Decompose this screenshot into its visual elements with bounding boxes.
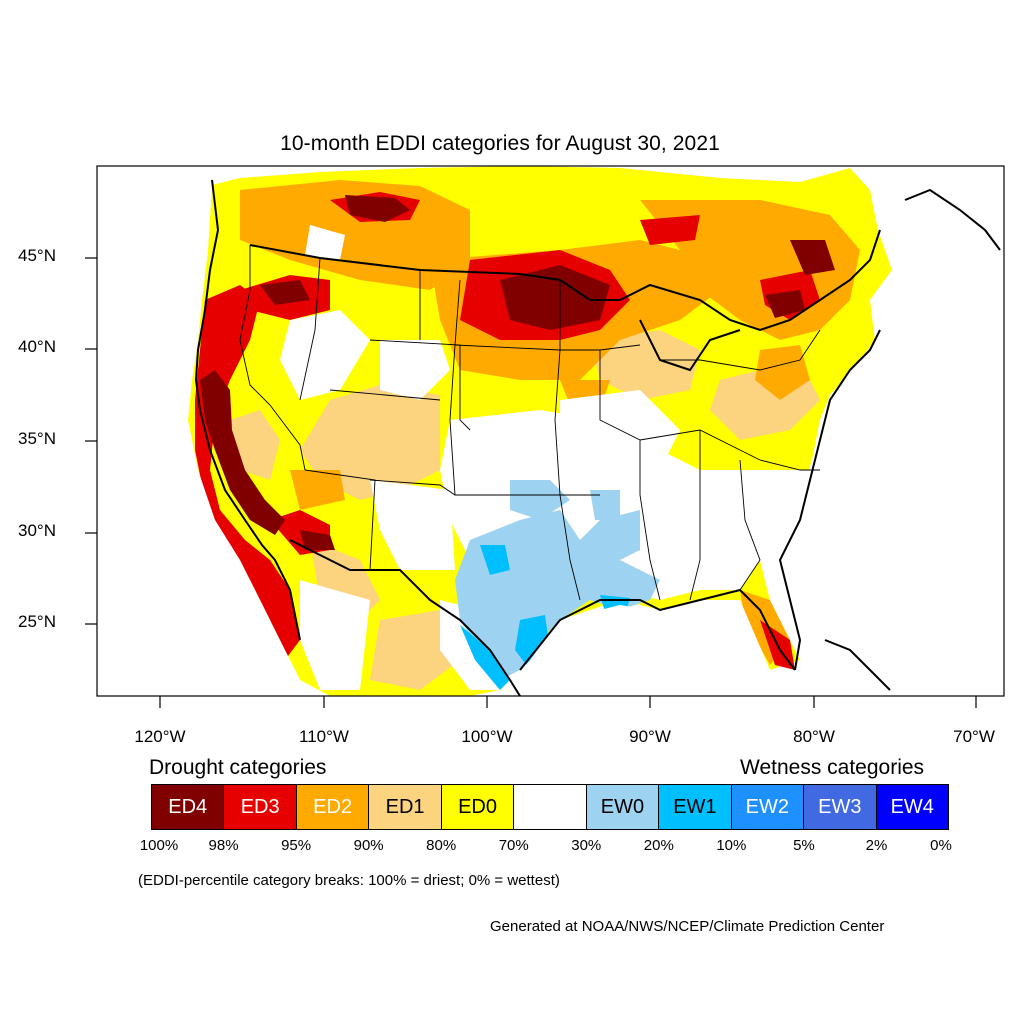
state-borders xyxy=(239,245,821,601)
percent-break: 2% xyxy=(865,837,888,854)
gulf-water xyxy=(500,600,770,696)
percent-break: 90% xyxy=(353,837,384,854)
lon-label-70: 70°W xyxy=(953,727,995,746)
percent-break: 20% xyxy=(643,837,674,854)
map-frame xyxy=(96,165,1005,697)
credit-line: Generated at NOAA/NWS/NCEP/Climate Predi… xyxy=(490,918,885,935)
lon-label-80: 80°W xyxy=(793,727,835,746)
percent-break: 30% xyxy=(571,837,602,854)
legend-box-ew4: EW4 xyxy=(876,785,948,829)
legend-box-ed1: ED1 xyxy=(369,785,442,829)
lat-label-40: 40°N xyxy=(18,337,56,356)
percent-break: 80% xyxy=(426,837,457,854)
legend-box-ed4: ED4 xyxy=(152,785,225,829)
legend-box-ed3: ED3 xyxy=(224,785,297,829)
category-note: (EDDI-percentile category breaks: 100% =… xyxy=(138,872,560,889)
lat-label-35: 35°N xyxy=(18,429,56,448)
lat-label-30: 30°N xyxy=(18,521,56,540)
lat-label-45: 45°N xyxy=(18,246,56,265)
legend-box-ew3: EW3 xyxy=(804,785,877,829)
percent-break: 0% xyxy=(930,837,952,854)
legend-box-ew1: EW1 xyxy=(659,785,732,829)
percent-break: 98% xyxy=(208,837,239,854)
wetness-heading: Wetness categories xyxy=(740,756,925,779)
percent-break: 95% xyxy=(281,837,312,854)
legend-box-ed0: ED0 xyxy=(441,785,515,829)
axis-ticks xyxy=(85,257,977,708)
legend-box-ew0: EW0 xyxy=(586,785,660,829)
legend-bar: ED4 ED3 ED2 ED1 ED0 EW0 EW1 EW2 EW3 EW4 xyxy=(151,784,949,830)
drought-heading: Drought categories xyxy=(149,756,327,779)
ocean-east xyxy=(760,166,1004,696)
legend-box-ed2: ED2 xyxy=(296,785,370,829)
percent-break: 10% xyxy=(716,837,747,854)
lon-label-110: 110°W xyxy=(299,727,349,746)
ed4-areas xyxy=(200,195,835,550)
legend-box-normal xyxy=(514,785,587,829)
legend-box-ew2: EW2 xyxy=(731,785,805,829)
lon-label-100: 100°W xyxy=(461,727,513,746)
map-area xyxy=(97,166,1004,696)
lon-label-90: 90°W xyxy=(629,727,671,746)
map-title: 10-month EDDI categories for August 30, … xyxy=(280,132,720,155)
lat-label-25: 25°N xyxy=(18,612,56,631)
percent-break: 5% xyxy=(793,837,815,854)
percent-break: 70% xyxy=(498,837,529,854)
percent-break: 100% xyxy=(139,837,179,854)
lon-label-120: 120°W xyxy=(134,727,186,746)
ocean-west xyxy=(97,166,330,696)
